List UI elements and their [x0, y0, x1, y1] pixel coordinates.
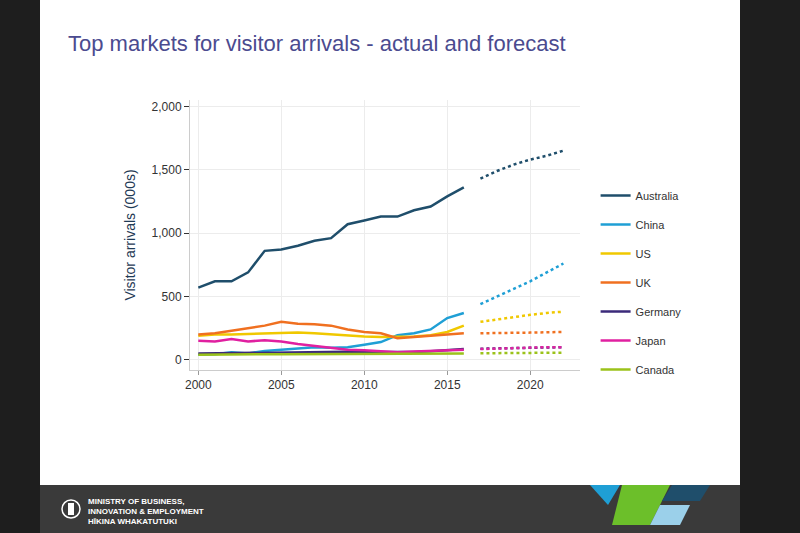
- svg-text:2020: 2020: [517, 378, 544, 392]
- html-text:MINISTRY OF BUSINESS,: MINISTRY OF BUSINESS,: [88, 497, 185, 506]
- svg-text:2015: 2015: [434, 378, 461, 392]
- svg-text:Australia: Australia: [636, 190, 680, 202]
- svg-text:Germany: Germany: [636, 306, 682, 318]
- svg-text:2000: 2000: [185, 378, 212, 392]
- svg-text:500: 500: [162, 290, 182, 304]
- svg-text:US: US: [636, 248, 651, 260]
- svg-text:Japan: Japan: [636, 335, 666, 347]
- svg-text:1,500: 1,500: [152, 163, 182, 177]
- svg-text:0: 0: [175, 353, 182, 367]
- svg-text:2010: 2010: [351, 378, 378, 392]
- svg-text:Canada: Canada: [636, 364, 675, 376]
- svg-text:Visitor arrivals (000s): Visitor arrivals (000s): [122, 169, 138, 300]
- svg-text:2005: 2005: [268, 378, 295, 392]
- html-text:HĪKINA WHAKATUTUKI: HĪKINA WHAKATUTUKI: [88, 517, 177, 526]
- svg-text:1,000: 1,000: [152, 226, 182, 240]
- html-text:INNOVATION & EMPLOYMENT: INNOVATION & EMPLOYMENT: [88, 507, 204, 516]
- svg-text:China: China: [636, 219, 666, 231]
- svg-text:UK: UK: [636, 277, 652, 289]
- svg-text:2,000: 2,000: [152, 100, 182, 114]
- svg-text:Top markets for visitor arriva: Top markets for visitor arrivals - actua…: [68, 31, 566, 56]
